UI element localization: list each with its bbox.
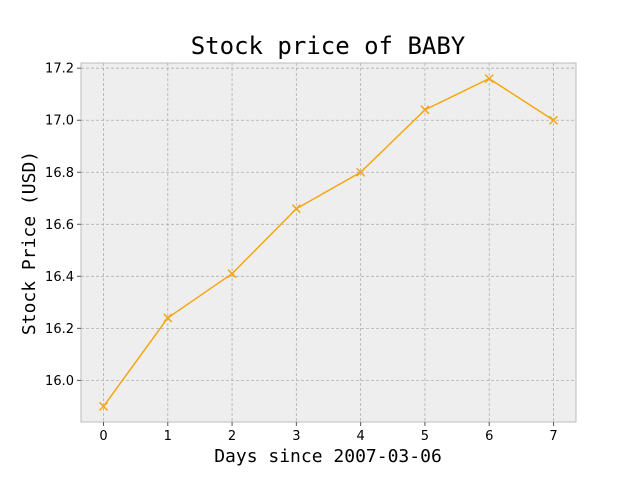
y-tick-label: 17.2	[45, 62, 74, 77]
y-tick-label: 16.8	[45, 166, 74, 181]
data-point-marker	[484, 74, 494, 84]
y-tick-label: 16.6	[45, 218, 74, 233]
x-tick-label: 0	[99, 429, 107, 444]
data-point-marker	[548, 115, 559, 125]
x-tick-label: 1	[164, 429, 172, 444]
y-tick-label: 16.4	[45, 270, 74, 285]
x-tick-label: 7	[549, 429, 557, 444]
y-tick-label: 16.0	[45, 374, 74, 389]
x-tick-label: 6	[485, 429, 493, 444]
y-tick-label: 17.0	[45, 114, 74, 129]
grid	[81, 63, 576, 422]
x-tick-label: 4	[357, 429, 365, 444]
data-point-marker	[291, 204, 301, 214]
x-tick-label: 2	[228, 429, 236, 444]
x-tick-label: 3	[292, 429, 300, 444]
data-point-marker	[98, 401, 109, 411]
y-axis-label: Stock Price (USD)	[19, 151, 40, 335]
y-tick-label: 16.2	[45, 322, 74, 337]
y-axis: 16.0 16.2 16.4 16.6 16.8 17.0 17.2	[45, 62, 81, 389]
x-axis: 0 1 2 3 4 5 6 7	[99, 422, 558, 444]
x-tick-label: 5	[421, 429, 429, 444]
data-point-marker	[163, 313, 173, 323]
data-point-marker	[356, 167, 366, 177]
x-axis-label: Days since 2007-03-06	[214, 446, 442, 467]
series-line	[102, 77, 554, 407]
chart-title: Stock price of BABY	[191, 32, 466, 60]
data-point-marker	[420, 105, 430, 115]
plot-area	[80, 62, 577, 423]
series	[98, 74, 559, 411]
data-point-marker	[227, 269, 237, 279]
